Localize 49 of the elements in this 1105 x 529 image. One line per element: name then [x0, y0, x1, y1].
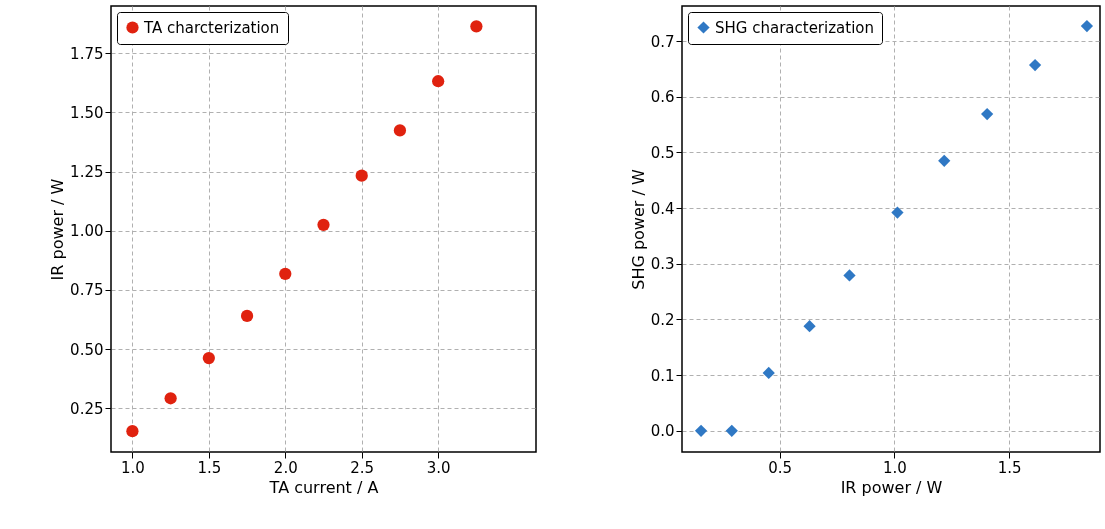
point [725, 424, 738, 437]
y-tick-label: 0.3 [650, 255, 675, 274]
legend-label: SHG characterization [715, 18, 874, 37]
point [803, 320, 816, 333]
legend-label: TA charcterization [143, 18, 280, 37]
point [355, 169, 368, 182]
x-tick-label: 0.5 [768, 458, 793, 477]
point [1028, 58, 1042, 72]
point [762, 366, 775, 380]
point [164, 392, 177, 405]
point [470, 20, 483, 33]
x-tick-label: 1.0 [883, 458, 907, 477]
y-tick-label: 0.75 [70, 281, 104, 300]
x-axis-title: TA current / A [268, 477, 379, 497]
point [981, 107, 994, 121]
point [393, 124, 407, 137]
point [202, 351, 215, 365]
y-tick-label: 1.25 [70, 163, 104, 182]
point [279, 267, 292, 280]
point [891, 206, 904, 219]
y-tick-label: 0.7 [650, 32, 675, 51]
point [1080, 19, 1094, 33]
x-tick-label: 2.5 [350, 458, 375, 477]
x-tick-label: 2.0 [273, 458, 298, 477]
x-tick-label: 1.5 [997, 458, 1022, 477]
x-tick-label: 1.0 [120, 458, 145, 477]
point [938, 154, 951, 167]
y-tick-label: 0.0 [650, 422, 675, 441]
y-tick-label: 0.25 [70, 399, 104, 418]
y-axis-title: SHG power / W [628, 169, 648, 290]
y-tick-label: 0.4 [650, 199, 675, 218]
y-tick-label: 1.75 [70, 44, 104, 63]
point [694, 424, 708, 437]
point [432, 75, 445, 88]
x-tick-label: 1.5 [197, 458, 222, 477]
y-tick-label: 1.00 [70, 222, 104, 241]
point [317, 218, 330, 231]
y-tick-label: 0.1 [650, 366, 675, 385]
y-tick-label: 0.50 [70, 340, 104, 359]
y-tick-label: 0.6 [650, 88, 675, 107]
x-tick-label: 3.0 [426, 458, 451, 477]
y-axis-title: IR power / W [48, 178, 68, 281]
x-axis-title: IR power / W [840, 477, 943, 497]
point [240, 309, 254, 323]
point [126, 425, 139, 438]
y-tick-label: 0.5 [650, 143, 675, 162]
y-tick-label: 0.2 [650, 310, 675, 329]
y-tick-label: 1.50 [70, 103, 104, 122]
point [843, 269, 856, 282]
